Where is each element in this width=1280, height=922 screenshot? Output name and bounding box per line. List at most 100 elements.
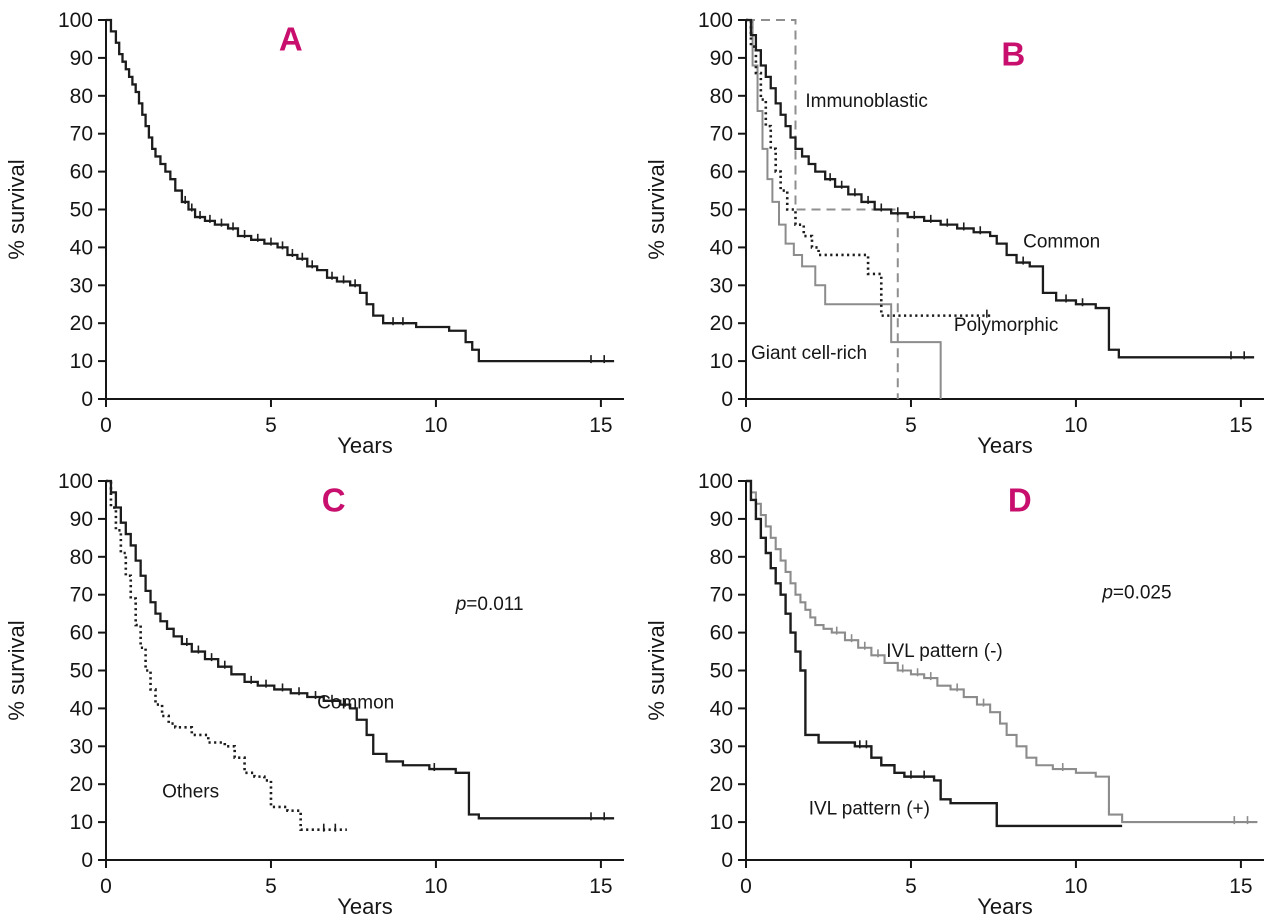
tick-labels: 0 10 20 30 40 50 60 70 80 90 100 0 5 10 15 [698, 470, 1253, 898]
axes [98, 480, 624, 868]
y-tick-label: 30 [70, 274, 93, 297]
y-axis-title: % survival [644, 159, 669, 259]
y-axis-title: % survival [4, 620, 29, 720]
y-tick-label: 10 [70, 811, 93, 834]
y-tick-label: 60 [710, 622, 733, 645]
panel-letter: C [322, 481, 346, 518]
panel-d: 0 10 20 30 40 50 60 70 80 90 100 0 5 10 15 % survival Ye… [640, 461, 1280, 922]
y-tick-label: 50 [70, 199, 93, 222]
x-tick-label: 15 [1229, 414, 1252, 437]
y-tick-label: 40 [710, 697, 733, 720]
curve-label: Others [162, 781, 219, 802]
y-tick-label: 10 [710, 811, 733, 834]
tick-labels: 0 10 20 30 40 50 60 70 80 90 100 0 5 10 15 [58, 470, 613, 898]
x-tick-label: 15 [589, 875, 612, 898]
x-tick-label: 0 [740, 414, 752, 437]
series-line-giant-cell-rich [746, 19, 942, 399]
y-tick-label: 40 [710, 236, 733, 259]
y-tick-label: 70 [70, 584, 93, 607]
panel-a: 0 10 20 30 40 50 60 70 80 90 100 0 5 10 15 % survival Ye… [0, 0, 640, 461]
panel-letter: B [1001, 35, 1025, 72]
series-line-immunoblastic [746, 19, 899, 399]
axes [738, 19, 1264, 407]
p-value-annotation: p=0.025 [1101, 582, 1171, 603]
curve-label: Common [1023, 231, 1100, 252]
x-tick-label: 10 [1064, 875, 1087, 898]
y-tick-label: 20 [710, 312, 733, 335]
curve-label: Giant cell-rich [751, 343, 867, 364]
series-line-common [106, 479, 615, 820]
y-tick-label: 80 [710, 85, 733, 108]
y-tick-label: 40 [70, 697, 93, 720]
y-tick-label: 80 [70, 546, 93, 569]
panel-D-chart: 0 10 20 30 40 50 60 70 80 90 100 0 5 10 15 % survival Ye… [644, 470, 1264, 919]
y-tick-label: 0 [721, 388, 733, 411]
y-tick-label: 40 [70, 236, 93, 259]
x-axis-title: Years [337, 433, 392, 458]
y-tick-label: 100 [58, 9, 93, 32]
x-tick-label: 15 [1229, 875, 1252, 898]
y-tick-label: 30 [70, 735, 93, 758]
axes [738, 480, 1264, 868]
x-tick-label: 10 [1064, 414, 1087, 437]
y-tick-label: 0 [81, 388, 93, 411]
x-tick-label: 15 [589, 414, 612, 437]
x-tick-label: 10 [424, 414, 447, 437]
y-tick-label: 70 [710, 123, 733, 146]
y-tick-label: 60 [70, 622, 93, 645]
y-tick-label: 30 [710, 735, 733, 758]
y-tick-label: 10 [710, 350, 733, 373]
panel-C-chart: 0 10 20 30 40 50 60 70 80 90 100 0 5 10 15 % survival Ye… [4, 470, 624, 919]
y-tick-label: 0 [721, 849, 733, 872]
y-tick-label: 20 [70, 773, 93, 796]
x-tick-label: 5 [265, 875, 277, 898]
y-tick-label: 60 [70, 161, 93, 184]
y-tick-label: 50 [710, 660, 733, 683]
y-tick-label: 90 [70, 47, 93, 70]
panel-letter: D [1008, 481, 1032, 518]
x-axis-title: Years [977, 894, 1032, 919]
y-tick-label: 60 [710, 161, 733, 184]
y-tick-label: 50 [710, 199, 733, 222]
curve-label: Immunoblastic [805, 91, 928, 112]
y-tick-label: 20 [710, 773, 733, 796]
x-tick-label: 10 [424, 875, 447, 898]
y-tick-label: 70 [710, 584, 733, 607]
y-tick-label: 10 [70, 350, 93, 373]
curve-label: IVL pattern (+) [809, 799, 930, 820]
y-tick-label: 100 [698, 470, 733, 493]
series-line-curve-0 [106, 18, 615, 363]
tick-labels: 0 10 20 30 40 50 60 70 80 90 100 0 5 10 15 [698, 9, 1253, 437]
series-line-others [106, 479, 347, 831]
y-tick-label: 0 [81, 849, 93, 872]
y-tick-label: 80 [710, 546, 733, 569]
x-tick-label: 5 [905, 875, 917, 898]
curve-label: IVL pattern (-) [886, 641, 1003, 662]
tick-labels: 0 10 20 30 40 50 60 70 80 90 100 0 5 10 15 [58, 9, 613, 437]
x-tick-label: 0 [740, 875, 752, 898]
axis-lines [105, 481, 624, 861]
x-tick-label: 0 [100, 875, 112, 898]
y-tick-label: 90 [710, 508, 733, 531]
x-tick-label: 0 [100, 414, 112, 437]
x-axis-title: Years [337, 894, 392, 919]
y-tick-label: 90 [70, 508, 93, 531]
axes [98, 19, 624, 407]
y-tick-label: 50 [70, 660, 93, 683]
y-tick-label: 70 [70, 123, 93, 146]
y-tick-label: 80 [70, 85, 93, 108]
y-axis-title: % survival [4, 159, 29, 259]
y-tick-label: 30 [710, 274, 733, 297]
series-line-polymorphic [746, 18, 994, 317]
panel-A-chart: 0 10 20 30 40 50 60 70 80 90 100 0 5 10 15 % survival Ye… [4, 9, 624, 458]
p-value-annotation: p=0.011 [455, 594, 524, 615]
axis-lines [105, 20, 624, 400]
curve-label: Common [317, 692, 394, 713]
y-tick-label: 100 [58, 470, 93, 493]
x-axis-title: Years [977, 433, 1032, 458]
y-axis-title: % survival [644, 620, 669, 720]
series-line-ivl-pattern [746, 479, 1123, 828]
x-tick-label: 5 [905, 414, 917, 437]
panel-letter: A [279, 20, 303, 57]
